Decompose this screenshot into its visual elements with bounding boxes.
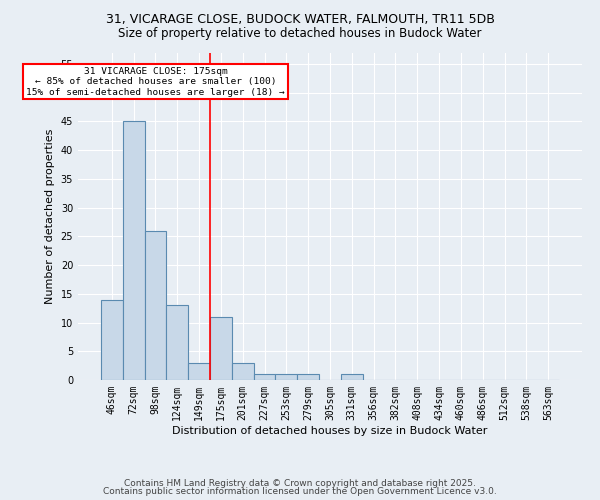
Bar bbox=[297, 374, 319, 380]
Text: Size of property relative to detached houses in Budock Water: Size of property relative to detached ho… bbox=[118, 28, 482, 40]
Bar bbox=[275, 374, 297, 380]
Bar bbox=[145, 230, 166, 380]
Bar bbox=[232, 363, 254, 380]
Bar bbox=[166, 306, 188, 380]
Bar bbox=[188, 363, 210, 380]
Bar bbox=[123, 122, 145, 380]
Bar bbox=[341, 374, 363, 380]
Text: 31, VICARAGE CLOSE, BUDOCK WATER, FALMOUTH, TR11 5DB: 31, VICARAGE CLOSE, BUDOCK WATER, FALMOU… bbox=[106, 12, 494, 26]
X-axis label: Distribution of detached houses by size in Budock Water: Distribution of detached houses by size … bbox=[172, 426, 488, 436]
Bar bbox=[101, 300, 123, 380]
Bar bbox=[254, 374, 275, 380]
Text: 31 VICARAGE CLOSE: 175sqm
← 85% of detached houses are smaller (100)
15% of semi: 31 VICARAGE CLOSE: 175sqm ← 85% of detac… bbox=[26, 67, 285, 96]
Text: Contains HM Land Registry data © Crown copyright and database right 2025.: Contains HM Land Registry data © Crown c… bbox=[124, 478, 476, 488]
Bar bbox=[210, 317, 232, 380]
Y-axis label: Number of detached properties: Number of detached properties bbox=[45, 128, 55, 304]
Text: Contains public sector information licensed under the Open Government Licence v3: Contains public sector information licen… bbox=[103, 487, 497, 496]
